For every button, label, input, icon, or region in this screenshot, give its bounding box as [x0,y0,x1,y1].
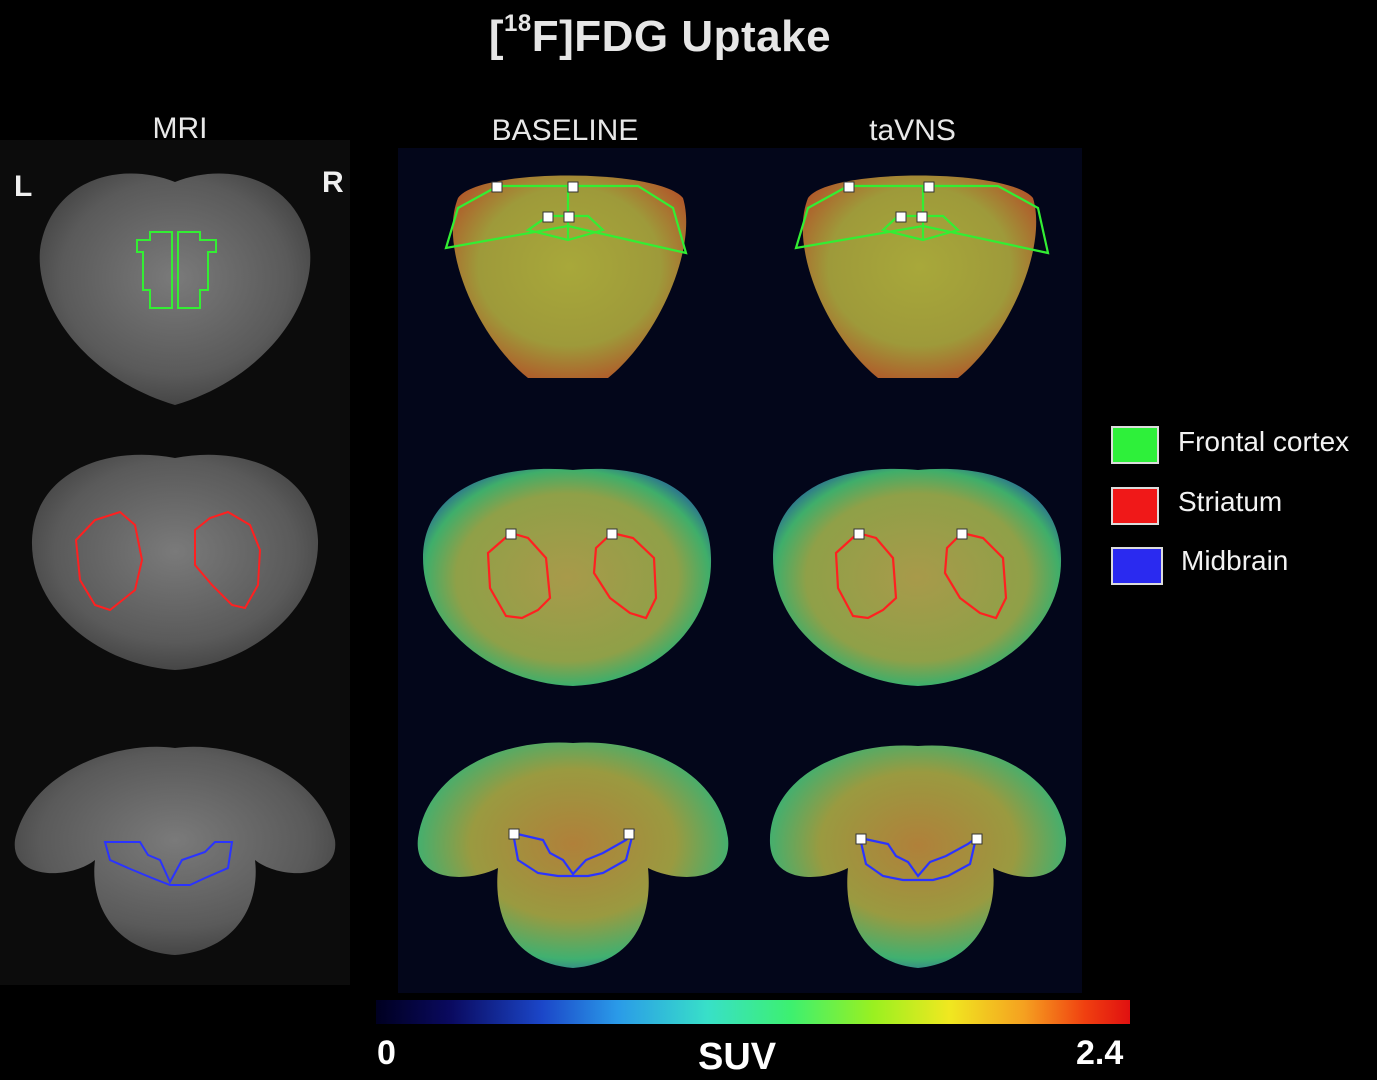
column-header-baseline: BASELINE [491,114,639,147]
pet-tavns-striatum [773,468,1062,686]
mri-slices [14,173,336,955]
mri-striatum-roi-right [194,510,262,610]
pet-baseline-striatum-roi-left [486,531,552,620]
legend-swatch-midbrain [1111,547,1163,585]
mri-frontal-roi-right [177,231,217,309]
colorbar-unit-label: SUV [698,1036,777,1078]
title-superscript: 18 [504,10,532,38]
pet-tavns-striatum-roi-right [943,531,1008,620]
pet-baseline-striatum-roi-right [592,531,658,620]
orientation-left-label: L [14,170,33,203]
pet-baseline-frontal [452,175,687,378]
colorbar-min-label: 0 [377,1034,396,1072]
legend-label-midbrain: Midbrain [1181,545,1289,576]
orientation-right-label: R [322,166,344,199]
pet-baseline-midbrain [417,742,729,968]
figure-title: [18F]FDG Uptake [0,10,1320,62]
legend-label-striatum: Striatum [1178,486,1283,517]
suv-colorbar [376,1000,1130,1024]
roi-markers [491,181,983,845]
pet-slices [417,175,1067,968]
mri-midbrain-roi [103,841,234,886]
column-header-mri: MRI [152,112,208,145]
pet-baseline-striatum [423,468,712,686]
colorbar-max-label: 2.4 [1076,1034,1124,1072]
pet-tavns-frontal [802,175,1037,378]
mri-frontal-roi-left [136,231,173,309]
title-main: F]FDG Uptake [531,12,832,61]
mri-slice-midbrain [14,746,336,955]
pet-tavns-midbrain [769,745,1067,968]
column-header-tavns: taVNS [869,114,956,147]
mri-striatum-roi-left [74,510,144,612]
legend-label-frontal-cortex: Frontal cortex [1178,426,1350,457]
mri-slice-frontal [39,173,311,405]
title-prefix: [ [488,12,505,61]
legend-swatch-frontal-cortex [1111,426,1159,464]
legend-swatch-striatum [1111,487,1159,525]
mri-slice-striatum [31,454,319,670]
pet-tavns-striatum-roi-left [834,531,898,620]
